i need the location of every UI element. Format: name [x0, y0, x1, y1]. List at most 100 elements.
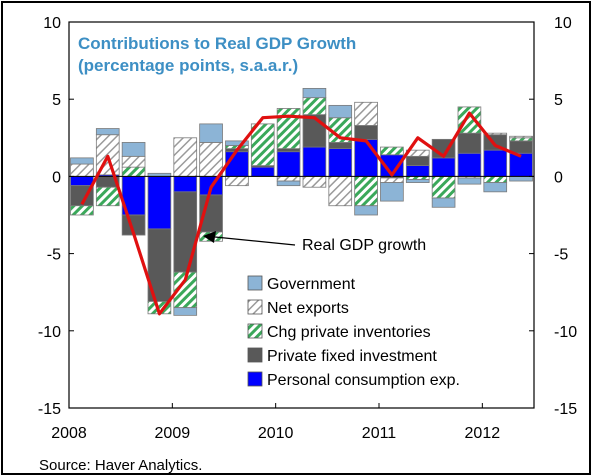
bar-government-2011Q1: [380, 182, 404, 202]
bar-personal-consumption-exp-2010Q4: [354, 138, 378, 177]
source-note: Source: Haver Analytics.: [39, 457, 202, 473]
bar-net-exports-2008Q1: [70, 163, 94, 177]
y-left-tick-label: 10: [43, 15, 61, 32]
annotation-arrow-line: [214, 236, 296, 246]
bar-personal-consumption-exp-2012Q1: [483, 149, 508, 177]
bar-private-fixed-investment-2009Q1: [173, 191, 198, 273]
bar-government-2011Q4: [457, 177, 482, 185]
legend-swatch-chg-private-inventories: [247, 323, 263, 339]
x-tick-label-2010: 2010: [258, 425, 294, 442]
bar-personal-consumption-exp-2011Q2: [405, 165, 430, 177]
legend-swatch-government: [247, 275, 263, 291]
bar-chg-private-inventories-2008Q1: [70, 205, 94, 216]
legend-label-personal-consumption-exp: Personal consumption exp.: [267, 372, 460, 389]
bar-net-exports-2011Q1: [380, 177, 404, 183]
bar-government-2010Q4: [354, 205, 378, 216]
bar-net-exports-2009Q2: [199, 142, 223, 177]
annotation: Real GDP growth: [203, 231, 426, 254]
bar-government-2008Q3: [121, 142, 146, 157]
bar-government-2010Q3: [328, 104, 353, 119]
bar-government-2011Q2: [405, 179, 430, 183]
bar-net-exports-2012Q1: [483, 132, 508, 136]
real-gdp-growth-line: [80, 111, 522, 316]
bar-personal-consumption-exp-2010Q3: [328, 148, 353, 177]
bar-government-2012Q1: [483, 182, 508, 193]
y-left-tick-label: -10: [38, 324, 61, 341]
y-right-tick-label: 0: [554, 169, 563, 186]
bar-chg-private-inventories-2012Q1: [483, 175, 508, 183]
legend-label-chg-private-inventories: Chg private inventories: [267, 324, 431, 341]
legend-label-net-exports: Net exports: [267, 300, 349, 317]
bar-personal-consumption-exp-2008Q1: [70, 175, 94, 187]
legend-swatch-private-fixed-investment: [247, 347, 263, 363]
y-axis-left: 10 5 0 -5 -10 -15: [38, 15, 74, 418]
bar-government-2011Q3: [431, 197, 456, 208]
bar-personal-consumption-exp-2011Q3: [431, 157, 456, 177]
x-tick-label-2008: 2008: [51, 425, 87, 442]
y-left-tick-label: 0: [52, 169, 61, 186]
annotation-label: Real GDP growth: [302, 237, 426, 254]
bar-net-exports-2010Q1: [276, 175, 301, 182]
bar-government-2010Q1: [276, 180, 301, 187]
bar-net-exports-2009Q3: [225, 175, 249, 187]
y-right-tick-label: 10: [554, 15, 572, 32]
legend: Government Net exports Chg private invento…: [247, 275, 460, 389]
x-tick-label-2012: 2012: [465, 425, 501, 442]
bar-chg-private-inventories-2008Q2: [95, 186, 120, 207]
y-left-tick-label: 5: [52, 92, 61, 109]
bar-personal-consumption-exp-2008Q4: [147, 175, 172, 230]
annotation-arrowhead: [203, 231, 216, 243]
bar-chg-private-inventories-2012Q2: [509, 137, 533, 142]
bar-net-exports-2009Q1: [173, 137, 198, 177]
bar-chg-private-inventories-2010Q1: [276, 108, 301, 150]
bar-chg-private-inventories-2008Q3: [121, 166, 146, 177]
bar-personal-consumption-exp-2010Q1: [276, 151, 301, 177]
y-right-tick-label: -5: [554, 247, 568, 264]
bar-chg-private-inventories-2011Q4: [457, 106, 482, 134]
legend-label-private-fixed-investment: Private fixed investment: [267, 348, 437, 365]
legend-swatch-net-exports: [247, 299, 263, 315]
bar-government-2009Q1: [173, 307, 198, 316]
bar-chg-private-inventories-2010Q4: [354, 175, 378, 207]
bar-private-fixed-investment-2011Q2: [405, 155, 430, 166]
plot-area: [68, 21, 535, 409]
bar-personal-consumption-exp-2010Q2: [302, 146, 327, 177]
bar-net-exports-2010Q3: [328, 175, 353, 207]
gdp-contributions-chart: 10 5 0 -5 -10 -15 10 5 0 -5 -10 -15 2008 2009 2010 20…: [38, 15, 577, 473]
bar-net-exports-2010Q2: [302, 175, 327, 188]
y-right-tick-label: -10: [554, 324, 577, 341]
y-right-tick-label: 5: [554, 92, 563, 109]
bar-private-fixed-investment-2010Q1: [276, 148, 301, 153]
bar-private-fixed-investment-2010Q3: [328, 142, 353, 150]
y-left-tick-label: -15: [38, 401, 61, 418]
x-tick-label-2009: 2009: [155, 425, 191, 442]
bar-net-exports-2012Q2: [509, 135, 533, 139]
bar-private-fixed-investment-2010Q4: [354, 125, 378, 140]
bar-government-2008Q2: [95, 128, 120, 136]
bar-personal-consumption-exp-2011Q4: [457, 152, 482, 177]
legend-swatch-personal-consumption-exp: [247, 371, 263, 387]
bar-chg-private-inventories-2011Q1: [380, 146, 404, 156]
bar-net-exports-2008Q3: [121, 155, 146, 168]
bar-government-2009Q3: [225, 140, 249, 146]
bar-chg-private-inventories-2009Q4: [250, 123, 275, 166]
legend-label-government: Government: [267, 276, 356, 293]
y-axis-right: 10 5 0 -5 -10 -15: [529, 15, 577, 418]
bar-personal-consumption-exp-2012Q2: [509, 152, 533, 177]
bar-chg-private-inventories-2011Q3: [431, 175, 456, 199]
bar-government-2012Q2: [509, 175, 533, 182]
bar-government-2008Q1: [70, 157, 94, 165]
bar-government-2010Q2: [302, 87, 327, 99]
bar-net-exports-2010Q4: [354, 101, 378, 126]
bar-private-fixed-investment-2011Q4: [457, 132, 482, 154]
chart-subtitle: (percentage points, s.a.a.r.): [78, 56, 298, 75]
y-right-tick-label: -15: [554, 401, 577, 418]
y-left-tick-label: -5: [47, 247, 61, 264]
bar-chg-private-inventories-2010Q2: [302, 97, 327, 116]
chart-title: Contributions to Real GDP Growth: [78, 34, 356, 53]
bar-government-2009Q2: [199, 123, 223, 143]
x-axis: 2008 2009 2010 2011 2012: [51, 403, 500, 442]
bar-personal-consumption-exp-2009Q1: [173, 175, 198, 193]
bar-personal-consumption-exp-2009Q4: [250, 166, 275, 177]
